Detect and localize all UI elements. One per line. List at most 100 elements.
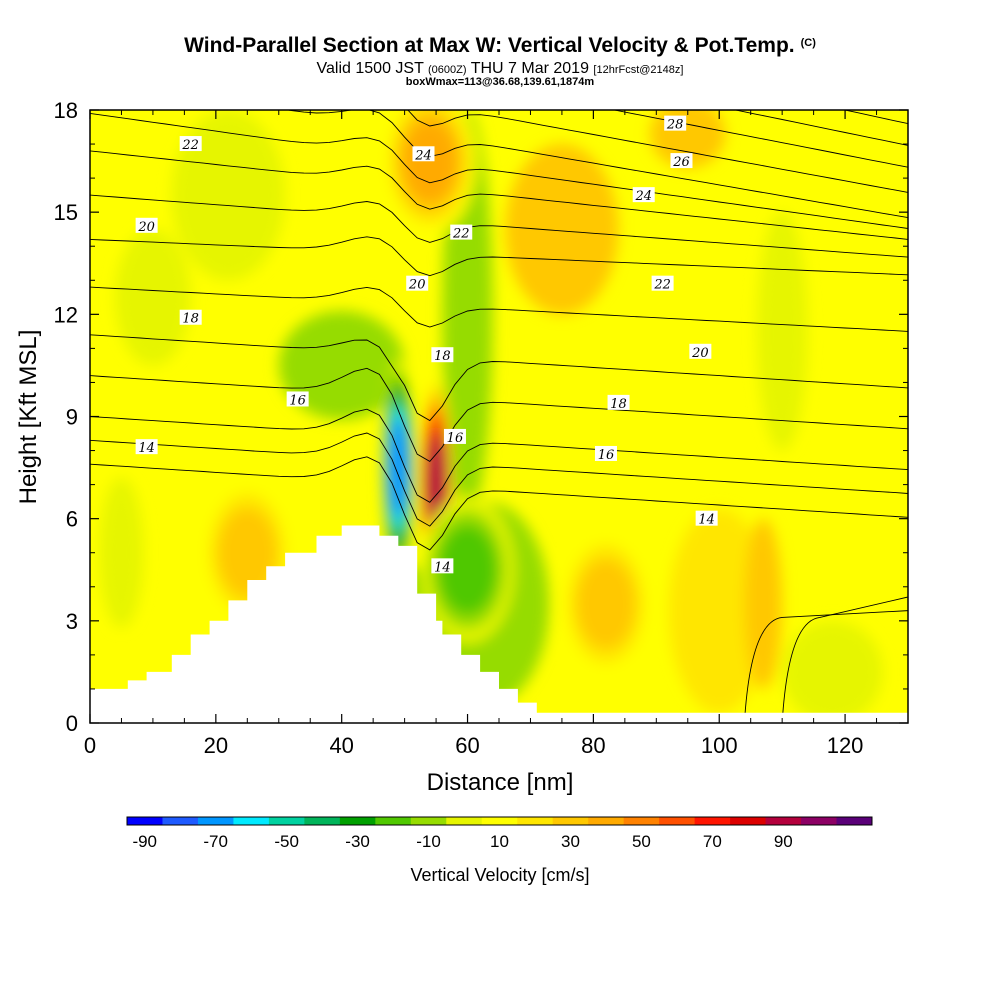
colorbar-swatch xyxy=(765,817,802,825)
colorbar-swatch xyxy=(197,817,234,825)
contour-label-text: 18 xyxy=(182,312,199,327)
theta-contour-14 xyxy=(90,456,908,551)
valid-utc: (0600Z) xyxy=(428,64,467,76)
theta-contour-low xyxy=(781,596,908,723)
contour-label-text: 18 xyxy=(434,349,451,364)
theta-contour-21 xyxy=(90,194,908,258)
colorbar-tick-label: 50 xyxy=(632,832,651,851)
field-band xyxy=(99,477,144,628)
contour-label-9: 18 xyxy=(179,309,202,327)
contour-label-18: 14 xyxy=(431,558,454,575)
theta-contour-22 xyxy=(90,150,908,240)
theta-contour-16 xyxy=(90,408,908,503)
theta-contours xyxy=(90,110,908,723)
theta-contour-20 xyxy=(90,236,908,277)
vv-feature-4 xyxy=(438,525,497,615)
colorbar-swatch xyxy=(127,817,163,825)
contour-label-16: 16 xyxy=(594,445,617,463)
theta-contour-28 xyxy=(842,110,908,125)
field-band xyxy=(668,508,770,713)
colorbar-tick-label: -90 xyxy=(132,832,157,851)
field-band xyxy=(505,144,619,315)
contour-label-text: 16 xyxy=(598,448,615,463)
colorbar-swatch xyxy=(339,817,376,825)
contour-label-1: 24 xyxy=(412,146,435,163)
contour-label-text: 24 xyxy=(414,148,432,163)
x-tick-label: 120 xyxy=(827,733,864,758)
contour-label-text: 22 xyxy=(653,278,671,293)
contour-label-12: 16 xyxy=(286,391,309,408)
x-tick-label: 0 xyxy=(84,733,96,758)
contour-label-text: 24 xyxy=(634,189,652,204)
theta-contour-low xyxy=(743,610,908,723)
contour-label-text: 14 xyxy=(138,441,155,456)
contour-label-text: 26 xyxy=(672,155,690,170)
x-tick-label: 80 xyxy=(581,733,605,758)
colorbar-label: Vertical Velocity [cm/s] xyxy=(410,865,589,885)
contour-label-bg xyxy=(286,391,309,407)
colorbar-swatch xyxy=(659,817,696,825)
contour-label-bg xyxy=(651,275,674,291)
contour-label-2: 28 xyxy=(664,115,687,133)
contour-label-text: 28 xyxy=(666,118,684,133)
theta-contour-17 xyxy=(90,367,908,462)
box-info: boxWmax=113@36.68,139.61,1874m xyxy=(405,76,595,88)
valid-prefix: Valid 1500 JST xyxy=(316,60,424,77)
vv-feature-5 xyxy=(218,508,277,598)
colorbar-swatch xyxy=(304,817,341,825)
y-tick-label: 18 xyxy=(54,98,78,123)
colorbar-tick-label: 10 xyxy=(490,832,509,851)
contour-label-6: 22 xyxy=(450,224,473,242)
contour-label-text: 14 xyxy=(434,560,451,575)
contour-label-text: 22 xyxy=(452,227,470,242)
y-tick-label: 12 xyxy=(54,302,78,327)
contour-label-bg xyxy=(689,343,712,359)
vv-feature-3 xyxy=(576,559,636,649)
contour-label-bg xyxy=(594,445,617,461)
colorbar: -90 -70 -50 -30 -10 10 30 50 70 90 xyxy=(126,816,873,851)
theta-contour-23 xyxy=(90,112,908,229)
chart-title-text: Wind-Parallel Section at Max W: Vertical… xyxy=(184,34,795,57)
contour-label-bg xyxy=(431,347,454,363)
colorbar-tick-label: -50 xyxy=(274,832,299,851)
colorbar-swatch xyxy=(446,817,483,825)
colorbar-swatch xyxy=(375,817,412,825)
x-tick-label: 40 xyxy=(329,733,353,758)
contour-label-bg xyxy=(412,146,435,162)
field-band xyxy=(115,229,191,366)
axes: 0 20 40 60 80 100 120 0 3 6 9 12 15 18 xyxy=(54,98,909,758)
theta-contour-24 xyxy=(285,110,908,219)
contour-label-text: 16 xyxy=(289,393,306,408)
theta-contour-25 xyxy=(407,110,908,193)
y-tick-label: 9 xyxy=(66,405,78,430)
y-tick-label: 0 xyxy=(66,711,78,736)
colorbar-swatch xyxy=(694,817,731,825)
contour-label-bg xyxy=(607,394,630,410)
theta-contour-26 xyxy=(611,110,908,168)
theta-contour-19 xyxy=(90,286,908,332)
contour-label-bg xyxy=(664,115,687,131)
x-tick-label: 100 xyxy=(701,733,738,758)
contour-label-bg xyxy=(443,428,466,444)
colorbar-frame xyxy=(126,816,873,826)
contour-label-4: 24 xyxy=(632,187,655,204)
theta-contour-18 xyxy=(90,334,908,422)
y-axis-label: Height [Kft MSL] xyxy=(15,330,42,505)
contour-label-text: 18 xyxy=(610,397,627,412)
colorbar-swatch xyxy=(730,817,767,825)
colorbar-tick-label: -10 xyxy=(416,832,441,851)
contour-label-bg xyxy=(450,224,473,240)
contour-label-bg xyxy=(431,558,454,574)
valid-date: THU 7 Mar 2019 xyxy=(470,60,589,77)
contour-label-bg xyxy=(632,187,655,203)
field-band xyxy=(744,518,783,689)
contour-label-bg xyxy=(670,153,693,169)
contour-label-3: 26 xyxy=(670,153,693,170)
theta-contour-15 xyxy=(90,432,908,527)
contour-label-14: 16 xyxy=(443,428,466,446)
y-tick-label: 6 xyxy=(66,507,78,532)
terrain xyxy=(90,525,908,723)
x-tick-label: 20 xyxy=(204,733,228,758)
contour-label-text: 16 xyxy=(447,431,464,446)
